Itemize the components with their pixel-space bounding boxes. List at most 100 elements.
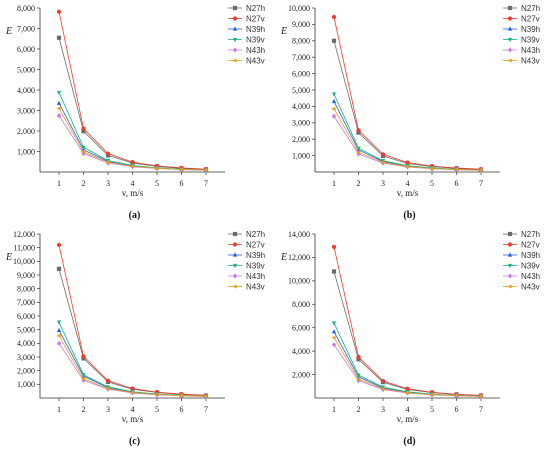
data-point-n27v xyxy=(56,242,62,248)
data-point-n39v xyxy=(331,92,337,97)
y-tick-label: 9,000 xyxy=(292,20,310,29)
series-line-n39h xyxy=(333,101,482,171)
y-tick-label: 5,000 xyxy=(292,86,310,95)
data-point-n39v xyxy=(56,90,62,96)
x-tick-label: 4 xyxy=(406,179,410,188)
y-tick-label: 2,000 xyxy=(17,127,35,136)
x-tick-label: 1 xyxy=(332,179,336,188)
x-tick-label: 1 xyxy=(57,405,61,414)
x-tick-label: 6 xyxy=(455,405,459,414)
data-point-n39h xyxy=(56,100,62,105)
data-point-n43v xyxy=(178,167,184,172)
x-axis-title: v, m/s xyxy=(397,188,419,198)
data-point-n43v xyxy=(203,394,208,399)
data-point-n43v xyxy=(355,150,361,155)
data-point-n27v xyxy=(130,386,135,391)
data-point-n27v xyxy=(356,354,361,360)
series-line-n39v xyxy=(58,92,207,171)
data-point-n43v xyxy=(331,335,336,340)
data-point-n43v xyxy=(56,106,61,111)
data-point-n39v xyxy=(56,320,62,325)
chart-panel-d: 2,000 4,000 6,000 8,000 10,000 12,000 14,000 1 2… xyxy=(275,226,550,452)
legend-label-n27v: N27v xyxy=(246,240,265,249)
data-point-n43v xyxy=(453,167,459,172)
data-point-n27h xyxy=(331,38,337,43)
legend-label-n27h: N27h xyxy=(246,230,265,239)
legend-marker xyxy=(507,47,513,53)
data-point-n43v xyxy=(154,392,159,397)
data-point-n39h xyxy=(331,329,337,334)
y-tick-label: 4,000 xyxy=(292,347,310,356)
y-tick-label: 1,000 xyxy=(292,151,310,160)
legend-label-n39v: N39v xyxy=(521,261,540,270)
data-point-n43v xyxy=(355,376,361,382)
panel-caption: (b) xyxy=(403,210,415,221)
legend-marker xyxy=(232,263,238,269)
y-tick-label: 4,000 xyxy=(17,86,35,95)
y-tick-label: 12,000 xyxy=(288,253,310,262)
data-point-n39v xyxy=(331,321,337,326)
series-line-n39v xyxy=(333,93,482,171)
panel-caption: (a) xyxy=(129,210,141,221)
data-point-n27v xyxy=(356,128,361,133)
legend-label-n39h: N39h xyxy=(246,251,265,260)
x-tick-label: 6 xyxy=(180,179,184,188)
legend-label-n39h: N39h xyxy=(521,251,540,260)
chart-d: 2,000 4,000 6,000 8,000 10,000 12,000 14,000 1 2… xyxy=(280,230,540,447)
data-point-n39v xyxy=(356,373,361,378)
y-tick-label: 5,000 xyxy=(17,325,35,334)
data-point-n43h xyxy=(56,113,62,119)
legend-marker xyxy=(232,252,238,257)
x-tick-label: 6 xyxy=(455,179,459,188)
data-point-n39h xyxy=(331,98,337,104)
y-tick-label: 10,000 xyxy=(288,4,310,13)
data-point-n27h xyxy=(56,35,62,40)
x-axis-title: v, m/s xyxy=(397,414,419,424)
legend-marker xyxy=(507,5,513,11)
legend-marker xyxy=(507,263,513,269)
data-point-n27v xyxy=(331,244,337,249)
y-tick-label: 1,000 xyxy=(17,380,35,389)
y-tick-label: 8,000 xyxy=(17,4,35,13)
legend-marker xyxy=(232,37,238,43)
legend-label-n27v: N27v xyxy=(246,14,265,23)
data-point-n43v xyxy=(105,160,110,165)
data-point-n27v xyxy=(56,9,62,14)
data-point-n43h xyxy=(331,113,337,119)
x-tick-label: 7 xyxy=(204,179,208,188)
y-tick-label: 3,000 xyxy=(17,353,35,362)
y-tick-label: 4,000 xyxy=(292,102,310,111)
legend-marker xyxy=(507,58,512,63)
y-tick-label: 6,000 xyxy=(17,45,35,54)
data-point-n43v xyxy=(404,164,410,169)
legend-label-n43v: N43v xyxy=(246,56,265,65)
legend-marker xyxy=(507,242,513,247)
x-tick-label: 7 xyxy=(204,405,208,414)
legend-marker xyxy=(507,273,513,279)
x-tick-label: 1 xyxy=(57,179,61,188)
data-point-n27v xyxy=(81,126,86,131)
legend-marker xyxy=(232,242,238,247)
data-point-n43h xyxy=(356,151,361,157)
data-point-n43v xyxy=(404,390,410,395)
y-tick-label: 2,000 xyxy=(292,370,310,379)
legend-label-n39h: N39h xyxy=(246,25,265,34)
legend-label-n43v: N43v xyxy=(521,282,540,291)
data-point-n39v xyxy=(356,146,361,151)
legend-marker xyxy=(232,26,238,31)
x-axis-title: v, m/s xyxy=(122,414,144,424)
x-tick-label: 3 xyxy=(106,405,110,414)
chart-panel-c: 1,000 2,000 3,000 4,000 5,000 6,000 7,000 8,000… xyxy=(0,226,275,452)
data-point-n39v xyxy=(81,145,86,150)
y-tick-label: 9,000 xyxy=(17,271,35,280)
x-tick-label: 3 xyxy=(381,405,385,414)
data-point-n43v xyxy=(478,168,483,173)
data-point-n43v xyxy=(129,390,135,395)
legend-marker xyxy=(507,16,513,21)
legend-label-n43h: N43h xyxy=(521,46,540,55)
y-axis-title: E xyxy=(280,26,287,37)
data-point-n39v xyxy=(81,373,86,378)
y-tick-label: 5,000 xyxy=(17,65,35,74)
y-tick-label: 6,000 xyxy=(292,69,310,78)
data-point-n43h xyxy=(81,150,86,157)
